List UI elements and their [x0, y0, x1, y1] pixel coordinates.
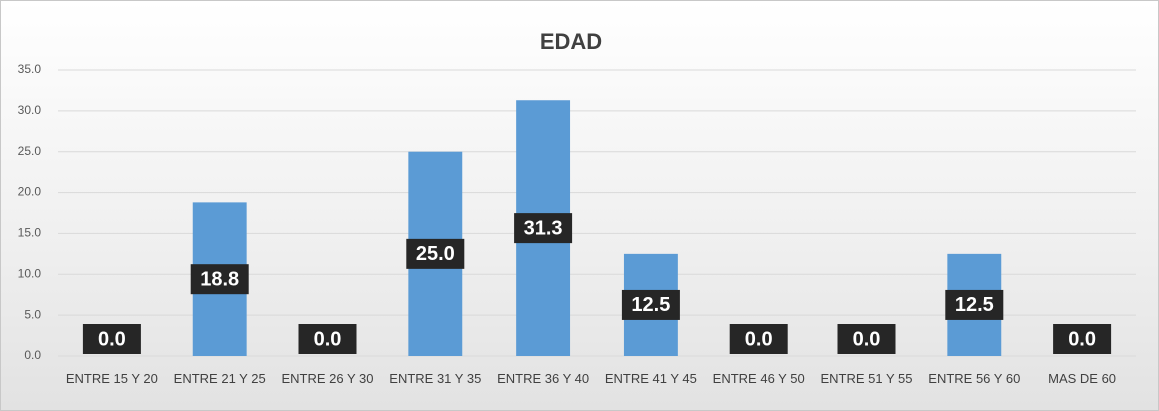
- data-label-box: [729, 324, 788, 354]
- y-tick-label: 35.0: [18, 62, 42, 76]
- data-label: 18.8: [200, 268, 239, 290]
- y-tick-label: 20.0: [18, 185, 42, 199]
- data-label: 0.0: [314, 328, 342, 350]
- data-label: 31.3: [524, 217, 563, 239]
- x-tick-label: ENTRE 21 Y 25: [173, 371, 266, 386]
- x-tick-label: ENTRE 15 Y 20: [65, 371, 158, 386]
- data-label: 25.0: [416, 243, 455, 265]
- x-tick-label: ENTRE 41 Y 45: [604, 371, 697, 386]
- data-label-box: [945, 289, 1004, 320]
- y-tick-label: 15.0: [18, 226, 42, 240]
- data-label: 0.0: [98, 328, 126, 350]
- y-tick-label: 30.0: [18, 103, 42, 117]
- data-label-box: [1053, 324, 1112, 354]
- data-label-box: [621, 289, 680, 320]
- chart-title: EDAD: [540, 29, 602, 54]
- data-label-box: [837, 324, 896, 354]
- x-tick-label: ENTRE 56 Y 60: [928, 371, 1021, 386]
- data-label-box: [298, 324, 357, 354]
- x-tick-label: ENTRE 51 Y 55: [820, 371, 913, 386]
- x-tick-label: ENTRE 36 Y 40: [497, 371, 590, 386]
- x-tick-label: ENTRE 46 Y 50: [712, 371, 805, 386]
- y-tick-label: 10.0: [18, 266, 42, 280]
- data-label: 0.0: [745, 328, 773, 350]
- data-label: 12.5: [955, 294, 994, 316]
- y-tick-label: 0.0: [24, 348, 41, 362]
- data-label-box: [406, 238, 465, 269]
- data-label: 0.0: [853, 328, 881, 350]
- data-label: 0.0: [1068, 328, 1096, 350]
- data-label-box: [190, 264, 249, 295]
- data-label-box: [514, 213, 573, 244]
- data-label: 12.5: [631, 294, 670, 316]
- y-tick-label: 25.0: [18, 144, 42, 158]
- data-label-box: [82, 324, 141, 354]
- x-tick-label: ENTRE 26 Y 30: [281, 371, 374, 386]
- y-tick-label: 5.0: [24, 307, 41, 321]
- x-tick-label: MAS DE 60: [1048, 371, 1117, 386]
- x-tick-label: ENTRE 31 Y 35: [389, 371, 482, 386]
